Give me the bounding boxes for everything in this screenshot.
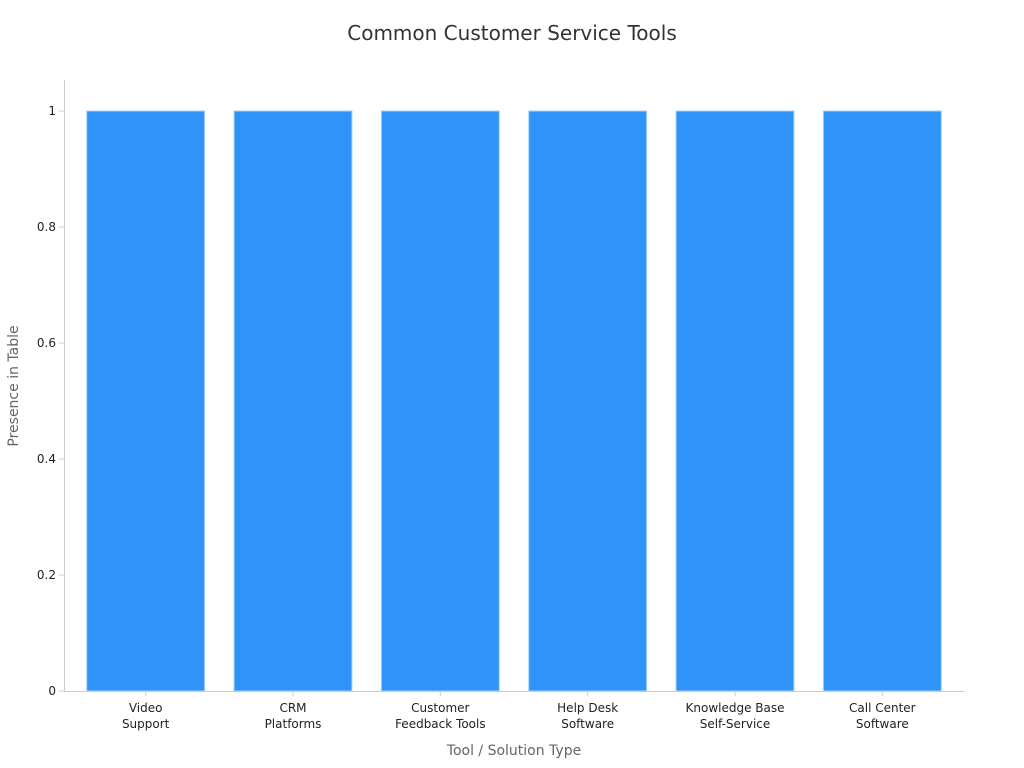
x-tick-label-line: Call Center <box>849 701 916 715</box>
y-tick-label-2: 0.4 <box>37 452 56 466</box>
y-tick-label-4: 0.8 <box>37 220 56 234</box>
y-tick-label-1: 0.2 <box>37 568 56 582</box>
y-axis-title: Presence in Table <box>6 325 22 446</box>
bar-2 <box>380 110 500 692</box>
chart-title: Common Customer Service Tools <box>347 21 676 45</box>
y-tick-label-3: 0.6 <box>37 336 56 350</box>
x-tick-label-5: Call Center Software <box>849 701 916 731</box>
x-tick-label-line: Customer <box>411 701 469 715</box>
y-ticks-group: 0 0.2 0.4 0.6 0.8 1 <box>37 104 64 698</box>
y-tick-label-0: 0 <box>48 684 56 698</box>
x-axis-title: Tool / Solution Type <box>446 743 581 759</box>
bar-4 <box>675 110 795 692</box>
x-tick-label-line: Self-Service <box>700 717 771 731</box>
x-tick-label-2: Customer Feedback Tools <box>395 701 486 731</box>
x-tick-label-line: Video <box>129 701 163 715</box>
bar-3 <box>528 110 648 692</box>
bars-group <box>86 110 942 692</box>
x-ticks-group: Video Support CRM Platforms Customer Feedback… <box>122 691 916 731</box>
bar-0 <box>86 110 206 692</box>
x-tick-label-line: Software <box>561 717 614 731</box>
bar-1 <box>233 110 353 692</box>
x-tick-label-line: Knowledge Base <box>686 701 785 715</box>
x-tick-label-line: CRM <box>279 701 306 715</box>
x-tick-label-line: Help Desk <box>557 701 618 715</box>
x-tick-label-3: Help Desk Software <box>557 701 618 731</box>
bar-5 <box>822 110 942 692</box>
x-tick-label-line: Support <box>122 717 170 731</box>
x-tick-label-0: Video Support <box>122 701 170 731</box>
x-tick-label-line: Feedback Tools <box>395 717 486 731</box>
x-tick-label-line: Platforms <box>265 717 322 731</box>
y-tick-label-5: 1 <box>48 104 56 118</box>
x-tick-label-1: CRM Platforms <box>265 701 322 731</box>
x-tick-label-4: Knowledge Base Self-Service <box>686 701 785 731</box>
x-tick-label-line: Software <box>856 717 909 731</box>
